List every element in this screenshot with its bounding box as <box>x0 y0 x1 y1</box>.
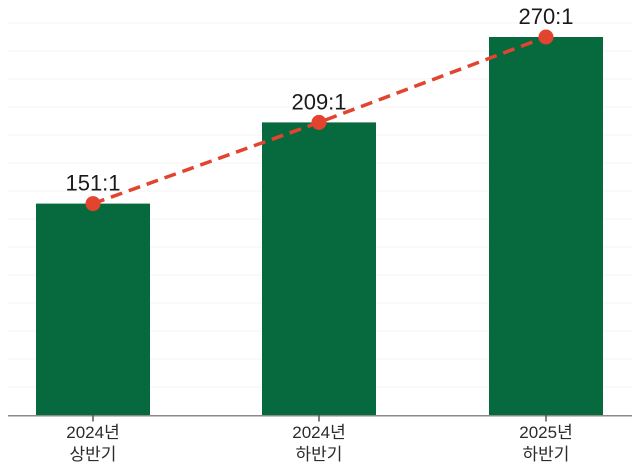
category-label-line1: 2024년 <box>66 423 119 442</box>
data-point-marker <box>311 114 327 130</box>
trend-line <box>92 35 547 206</box>
category-label-line2: 상반기 <box>70 445 117 464</box>
value-label: 270:1 <box>518 4 573 29</box>
bar <box>489 37 603 415</box>
value-label: 151:1 <box>65 171 120 196</box>
bar <box>262 122 376 416</box>
bar <box>36 203 150 415</box>
data-point-marker <box>85 196 101 212</box>
category-label-line2: 하반기 <box>523 445 570 464</box>
data-point-marker <box>538 29 554 45</box>
category-label-line1: 2024년 <box>292 423 345 442</box>
category-label-line1: 2025년 <box>519 423 572 442</box>
value-label: 209:1 <box>291 89 346 114</box>
category-label-line2: 하반기 <box>296 445 343 464</box>
